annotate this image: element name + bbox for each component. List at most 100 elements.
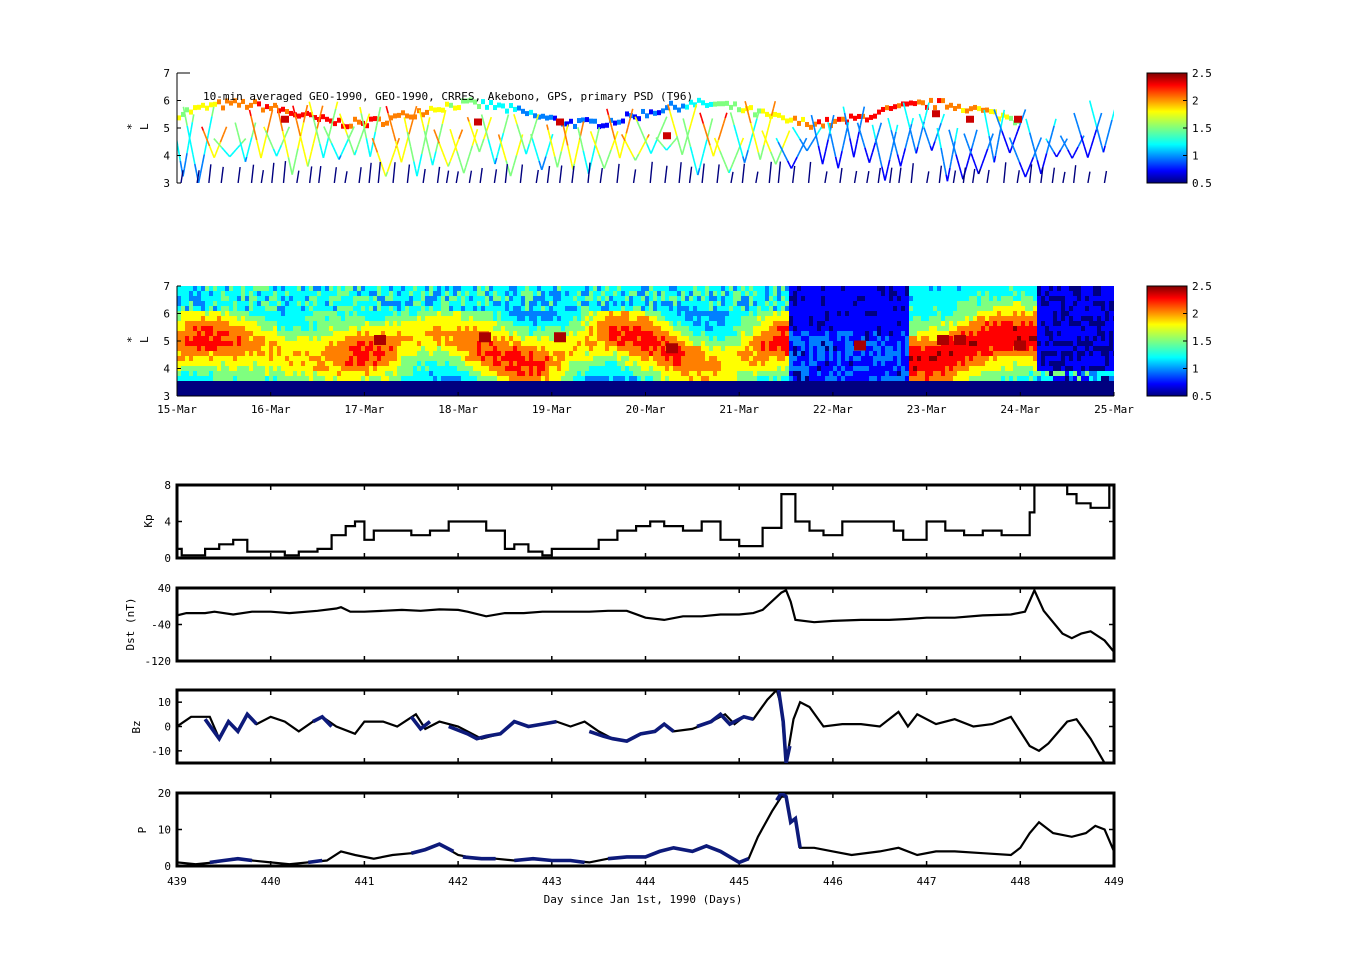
psd-assim-cell <box>649 391 653 396</box>
psd-assim-cell <box>833 291 837 296</box>
psd-assim-cell <box>457 356 461 361</box>
psd-assim-cell <box>685 366 689 371</box>
psd-assim-cell <box>613 386 617 391</box>
psd-assim-cell <box>673 296 677 301</box>
psd-obs-orbit-segment <box>400 155 405 163</box>
psd-assim-cell <box>513 296 517 301</box>
psd-assim-cell <box>833 371 837 376</box>
psd-obs-orbit-segment <box>918 134 922 141</box>
psd-assim-cell <box>313 341 317 346</box>
psd-obs-orbit-segment <box>317 136 321 145</box>
psd-assim-cell <box>429 296 433 301</box>
psd-obs-geo-cell <box>521 108 525 114</box>
psd-obs-orbit-segment <box>763 134 767 140</box>
psd-assim-cell <box>677 346 681 351</box>
psd-assim-cell <box>513 356 517 361</box>
psd-obs-orbit-segment <box>768 147 772 152</box>
psd-assim-cell <box>625 311 629 316</box>
psd-obs-orbit-segment <box>854 144 858 152</box>
psd-assim-cell <box>553 326 557 331</box>
psd-obs-geo-cell <box>341 123 345 129</box>
psd-assim-cell <box>681 391 685 396</box>
psd-obs-orbit-segment <box>612 133 616 140</box>
psd-assim-cell <box>517 306 521 311</box>
psd-obs-orbit-segment <box>955 127 959 135</box>
psd-assim-cell <box>689 301 693 306</box>
psd-assim-cell <box>217 376 221 381</box>
psd-obs-orbit-segment <box>360 113 364 120</box>
psd-obs-orbit-segment <box>207 141 211 147</box>
psd-assim-cell <box>801 316 805 321</box>
psd-assim-cell <box>337 286 341 291</box>
psd-assim-cell <box>753 301 757 306</box>
psd-assim-cell <box>277 356 281 361</box>
psd-assim-cell <box>445 286 449 291</box>
psd-assim-cell <box>609 386 613 391</box>
psd-assim-cell <box>277 286 281 291</box>
psd-assim-cell <box>321 291 325 296</box>
psd-assim-cell <box>245 361 249 366</box>
psd-assim-cell <box>209 351 213 356</box>
psd-obs-orbit-segment <box>240 146 244 153</box>
psd-obs-geo-cell <box>869 114 873 120</box>
psd-assim-cell <box>801 336 805 341</box>
psd-assim-cell <box>341 391 345 396</box>
psd-assim-cell <box>749 361 753 366</box>
psd-assim-cell <box>197 361 201 366</box>
psd-assim-cell <box>825 336 829 341</box>
psd-assim-cell <box>257 291 261 296</box>
psd-assim-cell <box>673 306 677 311</box>
psd-assim-cell <box>225 391 229 396</box>
psd-assim-cell <box>485 321 489 326</box>
psd-assim-cell <box>357 286 361 291</box>
psd-assim-cell <box>313 386 317 391</box>
psd-assim-cell <box>505 391 509 396</box>
psd-obs-orbit-segment <box>425 137 429 145</box>
psd-obs-orbit-segment <box>744 101 748 109</box>
psd-assim-cell <box>405 351 409 356</box>
psd-assim-cell <box>401 386 405 391</box>
psd-assim-cell <box>745 286 749 291</box>
psd-assim-cell <box>473 381 477 386</box>
psd-assim-cell <box>557 371 561 376</box>
psd-obs-orbit-segment <box>607 114 611 122</box>
psd-obs-geo-cell <box>205 105 209 111</box>
psd-assim-cell <box>569 341 573 346</box>
psd-obs-orbit-segment <box>827 122 830 129</box>
psd-assim-cell <box>753 341 757 346</box>
psd-obs-geo-cell <box>473 99 477 105</box>
psd-obs-orbit-segment <box>184 152 188 162</box>
psd-obs-geo-cell <box>893 104 897 110</box>
psd-assim-cell <box>625 336 629 341</box>
psd-assim-cell <box>329 331 333 336</box>
psd-obs-orbit-segment <box>719 150 723 156</box>
psd-assim-cell <box>733 291 737 296</box>
psd-assim-cell <box>281 336 285 341</box>
psd-assim-cell <box>381 321 385 326</box>
psd-obs-orbit-segment <box>1059 135 1063 139</box>
psd-obs-geo-cell <box>933 105 937 111</box>
psd-assim-cell <box>413 341 417 346</box>
psd-assim-cell <box>789 366 793 371</box>
psd-assim-cell <box>449 311 453 316</box>
psd-assim-cell <box>821 356 825 361</box>
psd-assim-cell <box>341 286 345 291</box>
psd-assim-cell <box>561 376 565 381</box>
psd-assim-cell <box>353 336 357 341</box>
psd-assim-cell <box>213 316 217 321</box>
psd-obs-orbit-segment <box>471 139 475 146</box>
psd-assim-cell <box>473 286 477 291</box>
psd-assim-cell <box>697 346 701 351</box>
psd-assim-cell <box>437 291 441 296</box>
psd-assim-cell <box>685 391 689 396</box>
psd-assim-cell <box>285 381 289 386</box>
psd-assim-cell <box>185 356 189 361</box>
psd-assim-cell <box>613 371 617 376</box>
psd-assim-cell <box>593 291 597 296</box>
psd-assim-cell <box>797 316 801 321</box>
psd-assim-cell <box>261 351 265 356</box>
psd-assim-cell <box>345 306 349 311</box>
psd-assim-cell <box>317 311 321 316</box>
psd-assim-cell <box>237 316 241 321</box>
psd-assim-cell <box>777 291 781 296</box>
